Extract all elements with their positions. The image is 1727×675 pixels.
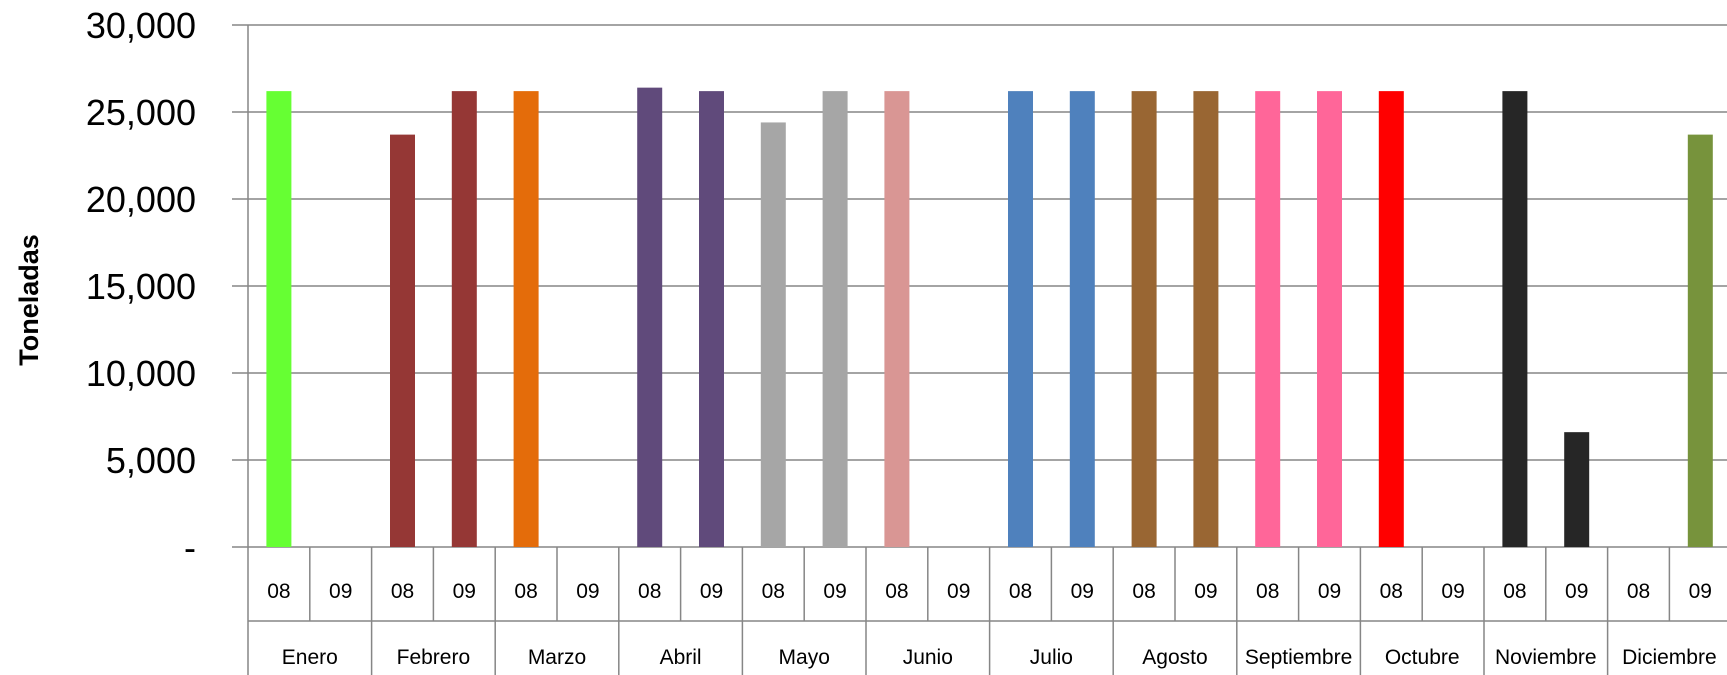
bar-agosto-08 bbox=[1131, 91, 1157, 548]
bar-mayo-08 bbox=[760, 122, 786, 547]
month-label: Septiembre bbox=[1245, 646, 1352, 669]
bar-octubre-08 bbox=[1378, 91, 1404, 548]
x-tick-label: 08 bbox=[267, 580, 290, 603]
x-tick-label: 09 bbox=[947, 580, 970, 603]
y-tick-label: 15,000 bbox=[86, 266, 196, 307]
x-tick-label: 09 bbox=[1318, 580, 1341, 603]
x-tick-label: 08 bbox=[514, 580, 537, 603]
bar-agosto-09 bbox=[1193, 91, 1219, 548]
bar-julio-08 bbox=[1008, 91, 1033, 548]
month-label: Octubre bbox=[1385, 646, 1460, 669]
y-tick-label: 20,000 bbox=[86, 179, 196, 220]
y-tick-label: 25,000 bbox=[86, 92, 196, 133]
x-tick-label: 09 bbox=[700, 580, 723, 603]
bar-abril-08 bbox=[637, 87, 663, 547]
month-label: Marzo bbox=[528, 646, 586, 669]
bar-noviembre-08 bbox=[1502, 91, 1528, 548]
y-tick-label: 10,000 bbox=[86, 353, 196, 394]
x-tick-label: 09 bbox=[453, 580, 476, 603]
month-label: Julio bbox=[1030, 646, 1073, 669]
x-tick-label: 09 bbox=[1441, 580, 1464, 603]
bar-septiembre-08 bbox=[1255, 91, 1281, 548]
bar-febrero-08 bbox=[390, 134, 415, 547]
y-tick-label: 30,000 bbox=[86, 5, 196, 46]
x-tick-label: 09 bbox=[1071, 580, 1094, 603]
bar-junio-08 bbox=[884, 91, 910, 548]
month-label: Enero bbox=[282, 646, 338, 669]
month-label: Junio bbox=[903, 646, 953, 669]
y-tick-label: - bbox=[184, 527, 196, 568]
x-tick-label: 08 bbox=[1503, 580, 1526, 603]
x-tick-label: 09 bbox=[1689, 580, 1712, 603]
x-axis: 08 09 Enero 08 09 Febrero 08 09 Marzo 08 09 Abril 08… bbox=[247, 547, 1727, 675]
month-label: Noviembre bbox=[1495, 646, 1597, 669]
month-label: Agosto bbox=[1142, 646, 1207, 669]
month-label: Febrero bbox=[397, 646, 471, 669]
x-tick-label: 08 bbox=[638, 580, 661, 603]
x-tick-label: 08 bbox=[762, 580, 785, 603]
y-tick-labels: - 5,000 10,000 15,000 20,000 25,000 30,000 bbox=[86, 5, 196, 568]
bar-mayo-09 bbox=[822, 91, 848, 548]
x-tick-label: 08 bbox=[1256, 580, 1279, 603]
bar-diciembre-09 bbox=[1687, 134, 1713, 547]
bars bbox=[266, 87, 1713, 548]
bar-febrero-09 bbox=[451, 91, 477, 548]
x-tick-label: 09 bbox=[576, 580, 599, 603]
x-tick-label: 09 bbox=[1565, 580, 1588, 603]
x-tick-label: 09 bbox=[1194, 580, 1217, 603]
x-tick-label: 08 bbox=[1009, 580, 1032, 603]
bar-enero-08 bbox=[266, 91, 292, 548]
bar-abril-09 bbox=[699, 91, 724, 548]
x-tick-label: 08 bbox=[1380, 580, 1403, 603]
gridlines bbox=[232, 24, 1727, 548]
y-tick-label: 5,000 bbox=[106, 440, 196, 481]
bar-noviembre-09 bbox=[1564, 432, 1590, 547]
month-label: Diciembre bbox=[1622, 646, 1717, 669]
y-axis-label: Toneladas bbox=[14, 234, 44, 366]
x-tick-label: 08 bbox=[885, 580, 908, 603]
x-tick-label: 08 bbox=[1627, 580, 1650, 603]
bar-julio-09 bbox=[1069, 91, 1095, 548]
month-label: Mayo bbox=[779, 646, 830, 669]
bar-septiembre-09 bbox=[1317, 91, 1342, 548]
bar-marzo-08 bbox=[513, 91, 539, 548]
x-tick-label: 08 bbox=[391, 580, 414, 603]
x-tick-label: 08 bbox=[1132, 580, 1155, 603]
x-tick-label: 09 bbox=[329, 580, 352, 603]
month-label: Abril bbox=[660, 646, 702, 669]
x-tick-label: 09 bbox=[823, 580, 846, 603]
